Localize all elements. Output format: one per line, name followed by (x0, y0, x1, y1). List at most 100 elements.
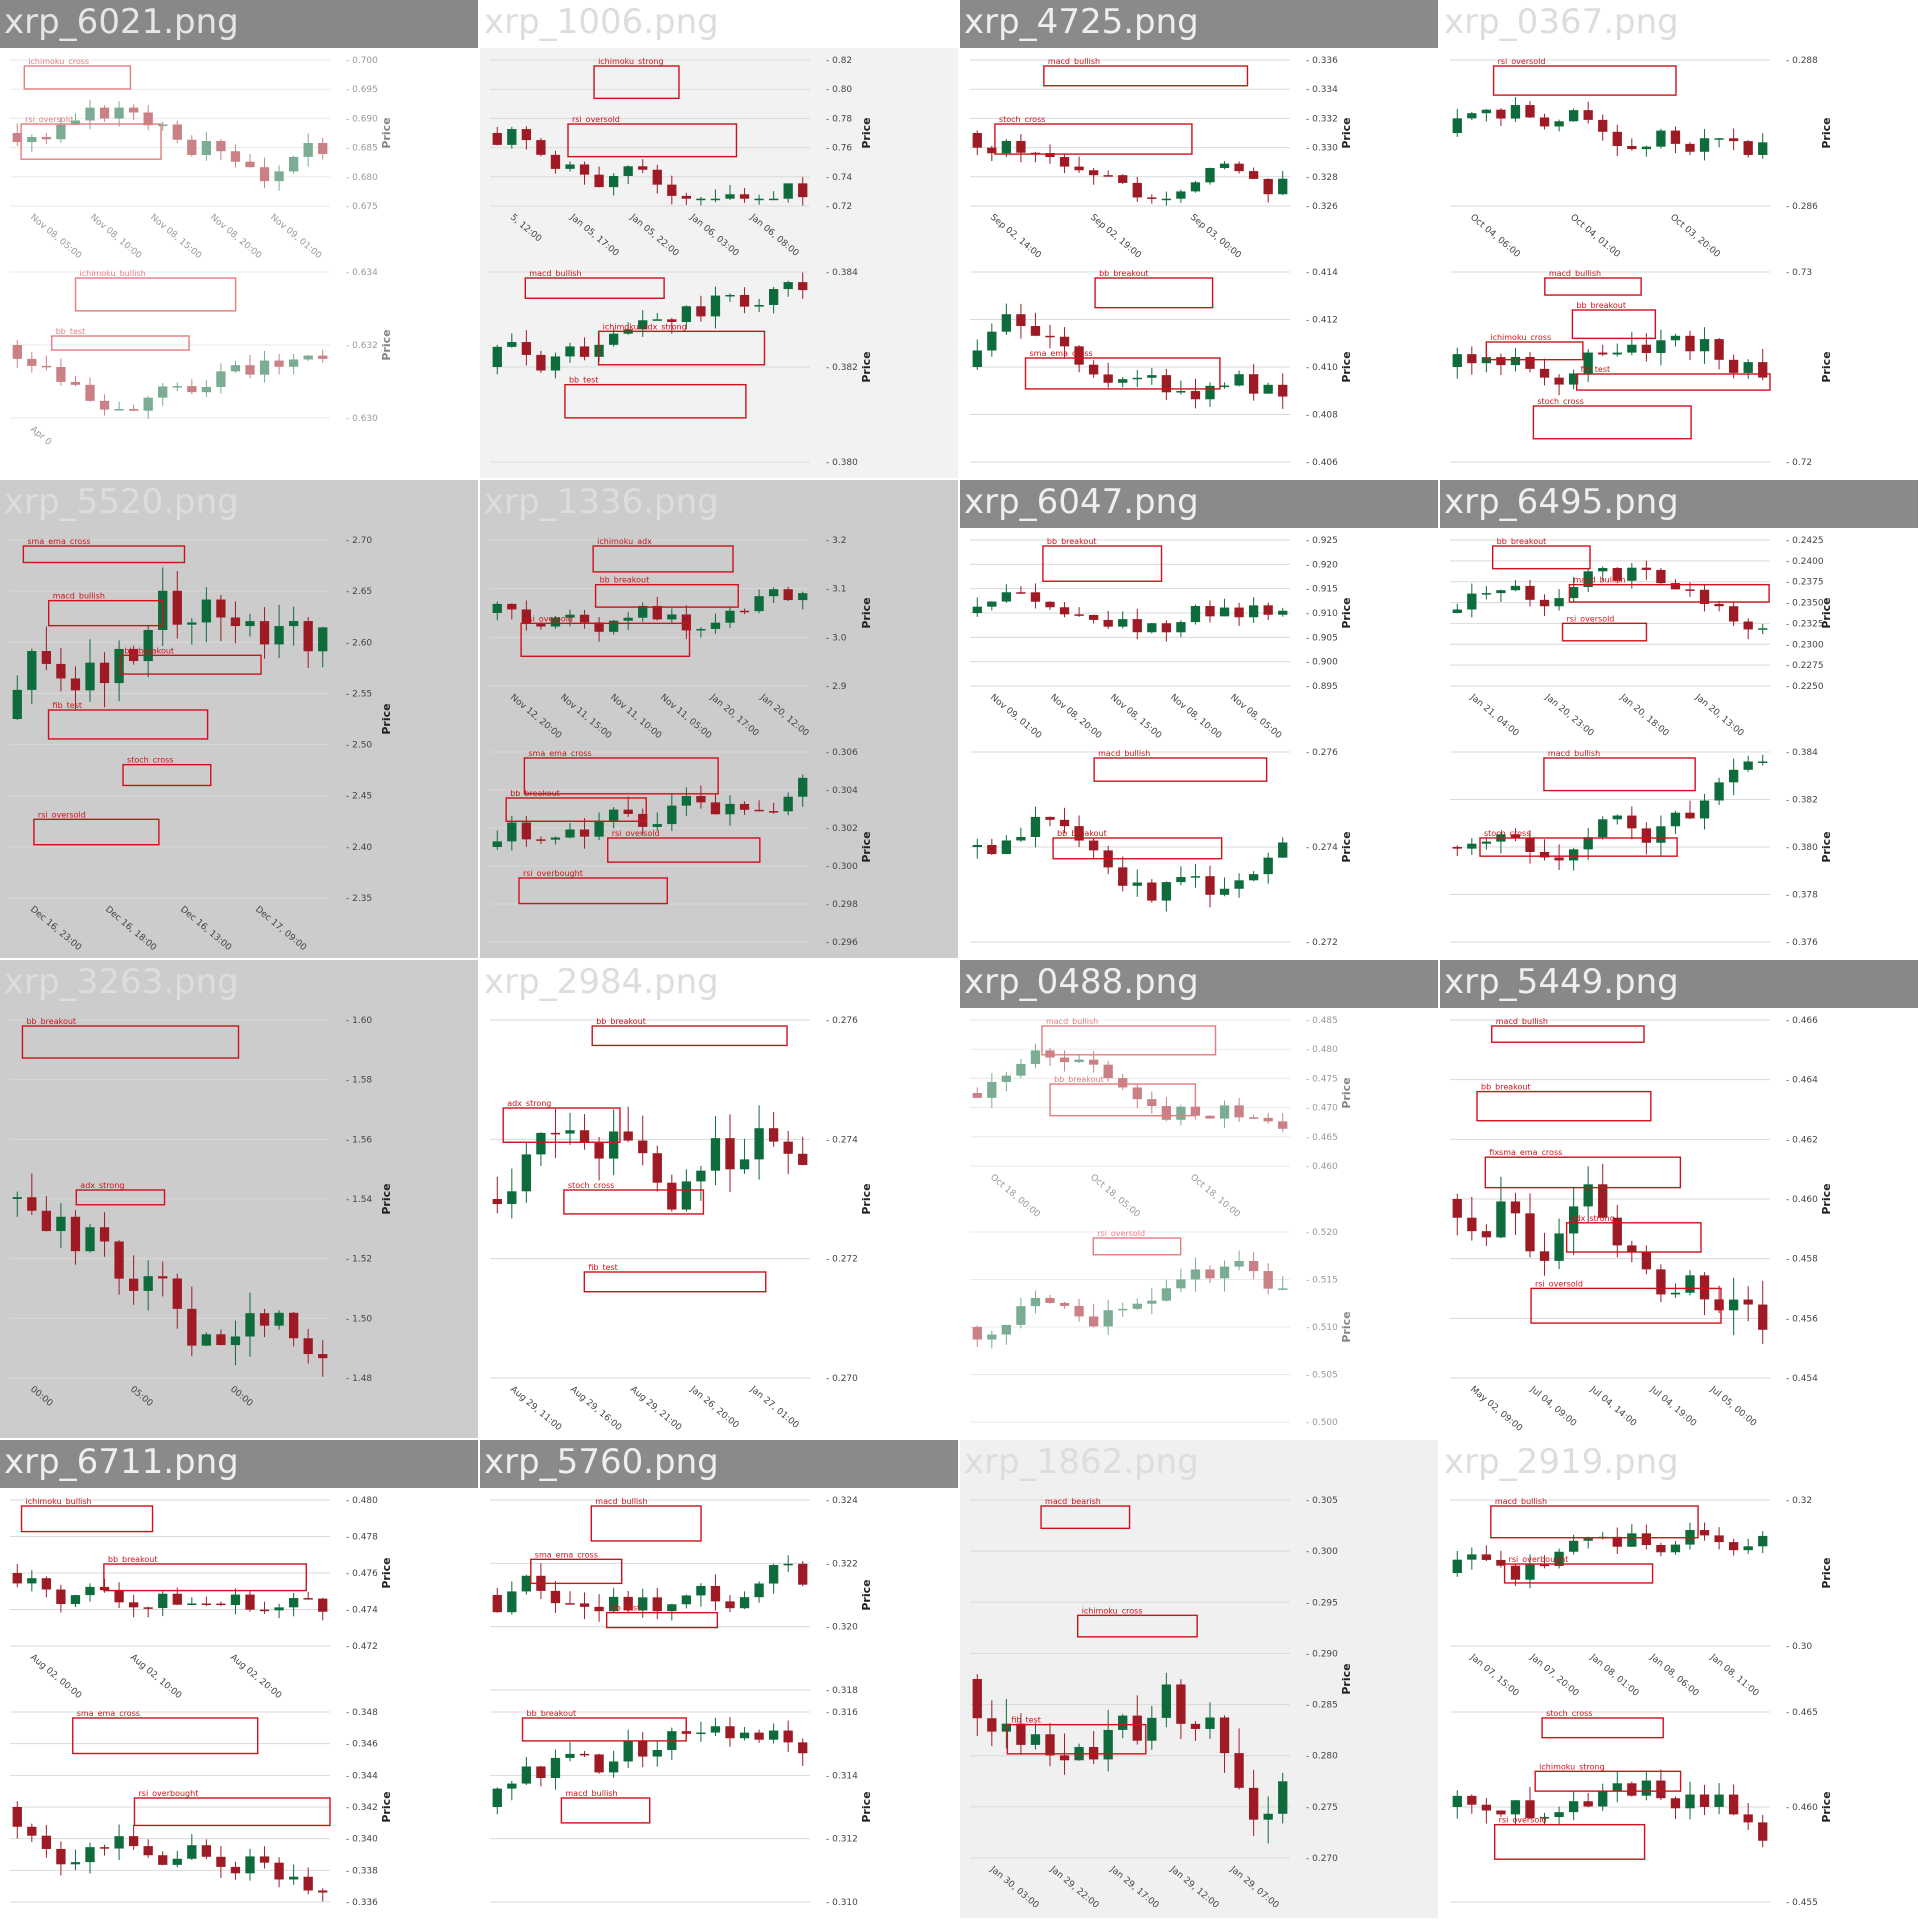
candle-body (1467, 354, 1477, 364)
signal-label: ichimoku_adx_strong (603, 322, 687, 331)
y-tick-label: - 2.55 (346, 689, 372, 699)
x-tick-label: Nov 12, 20:00 (508, 693, 563, 742)
candle-body (1278, 1121, 1288, 1129)
candle-body (754, 1583, 764, 1598)
candle-body (1176, 622, 1186, 633)
signal-box (23, 65, 132, 90)
chart-tile: - 3.2 - 3.1 - 3.0 - 2.9 Price ichimoku_adx bb_… (480, 480, 960, 960)
candle-body (1045, 1297, 1055, 1303)
candle-body (1568, 587, 1579, 599)
candle-body (1598, 568, 1608, 572)
candle-body (1190, 1269, 1201, 1280)
x-tick-label: Sep 02, 19:00 (1088, 213, 1143, 261)
candle-body (99, 662, 110, 684)
signal-label: bb_breakout (26, 1017, 76, 1026)
candle-body (1656, 1544, 1666, 1553)
candle-body (1656, 1269, 1666, 1295)
candle-body (1641, 567, 1652, 570)
candle-body (1467, 1554, 1477, 1560)
y-axis-title: Price (1820, 1557, 1833, 1588)
candle-body (783, 1730, 793, 1743)
candle-body (798, 1742, 808, 1754)
candle-body (70, 120, 81, 125)
signal-label: stoch_cross (568, 1181, 614, 1190)
candle-body (216, 371, 226, 387)
candle-body (1481, 841, 1492, 844)
candle-body (579, 1130, 590, 1143)
signal-label: bb_test (56, 327, 86, 336)
candle-body (1510, 834, 1521, 839)
candle-body (1147, 623, 1157, 633)
candle-body (1583, 110, 1593, 120)
signal-box (72, 1717, 259, 1755)
candle-body (1190, 1723, 1201, 1729)
candle-body (565, 1603, 575, 1605)
signal-label: macd_bullish (529, 269, 581, 278)
candle-body (1147, 1099, 1157, 1107)
x-tick-label: Aug 02, 10:00 (128, 1653, 183, 1702)
y-tick-label: - 0.344 (346, 1771, 378, 1781)
signal-box (48, 599, 164, 627)
chart-panel: - 1.60 - 1.58 - 1.56 - 1.54 - 1.52 - 1.50 - 1.… (10, 1016, 393, 1409)
x-tick-label: Nov 09, 01:00 (268, 213, 323, 262)
candle-body (303, 1338, 313, 1355)
candle-body (1758, 1535, 1768, 1547)
candle-body (1205, 385, 1215, 400)
signal-label: bb_breakout (1497, 537, 1547, 546)
candle-body (1074, 614, 1084, 616)
chart-svg: - 0.480 - 0.478 - 0.476 - 0.474 - 0.472 Price… (0, 1440, 478, 1908)
y-tick-label: - 0.925 (1306, 536, 1338, 546)
y-axis-title: Price (1820, 597, 1833, 628)
signal-box (1493, 1823, 1646, 1860)
x-tick-label: Nov 08, 10:00 (1168, 693, 1223, 742)
y-tick-label: - 0.466 (1786, 1016, 1818, 1026)
candle-body (1088, 840, 1099, 851)
candle-body (696, 1585, 706, 1596)
candle-body (41, 1578, 52, 1590)
candle-body (1103, 374, 1113, 383)
y-tick-label: - 0.460 (1786, 1803, 1818, 1813)
candle-body (114, 1836, 124, 1849)
candle-body (1510, 1201, 1521, 1214)
candle-body (1045, 601, 1055, 608)
x-tick-label: Jul 04, 09:00 (1527, 1384, 1578, 1429)
y-tick-label: - 0.905 (1306, 633, 1338, 643)
candle-body (1059, 1057, 1070, 1063)
y-axis-title: Price (1340, 1311, 1353, 1342)
chart-tile: - 0.480 - 0.478 - 0.476 - 0.474 - 0.472 Price… (0, 1440, 480, 1920)
candle-body (1467, 1795, 1477, 1805)
candle-body (521, 1575, 532, 1592)
x-tick-label: Oct 03, 20:00 (1668, 213, 1722, 260)
candle-body (1088, 1316, 1099, 1327)
y-tick-label: - 0.2400 (1786, 557, 1824, 567)
candle-body (1030, 816, 1041, 837)
signal-box (563, 1189, 705, 1215)
x-tick-label: Jan 20, 17:00 (707, 692, 760, 739)
candle-body (594, 1606, 604, 1612)
signal-label: bb_breakout (124, 646, 174, 655)
signal-label: macd_bullish (595, 1497, 647, 1506)
signal-box (20, 1505, 154, 1533)
y-tick-label: - 0.634 (346, 268, 378, 278)
x-tick-label: Jan 06, 03:00 (687, 212, 740, 259)
candle-body (1554, 377, 1564, 385)
candle-body (99, 1847, 110, 1849)
candle-body (725, 1138, 735, 1170)
candle-body (1205, 876, 1215, 895)
candle-body (1263, 857, 1273, 875)
candle-body (492, 133, 502, 145)
candle-body (318, 355, 328, 359)
signal-label: sma_ema_cross (1029, 349, 1092, 358)
candle-body (1248, 171, 1259, 179)
candle-body (798, 1563, 808, 1585)
candle-body (1656, 826, 1666, 843)
chart-tile: - 0.925 - 0.920 - 0.915 - 0.910 - 0.905 - 0.9… (960, 480, 1440, 960)
tile-header-band (480, 0, 958, 48)
candle-body (99, 1227, 110, 1242)
candle-body (114, 648, 124, 684)
candle-body (56, 1589, 66, 1605)
signal-label: ichimoku_cross (1082, 1606, 1143, 1615)
candle-body (303, 1876, 313, 1891)
chart-tile: - 0.700 - 0.695 - 0.690 - 0.685 - 0.680 - 0.6… (0, 0, 480, 480)
candle-body (303, 1598, 313, 1600)
